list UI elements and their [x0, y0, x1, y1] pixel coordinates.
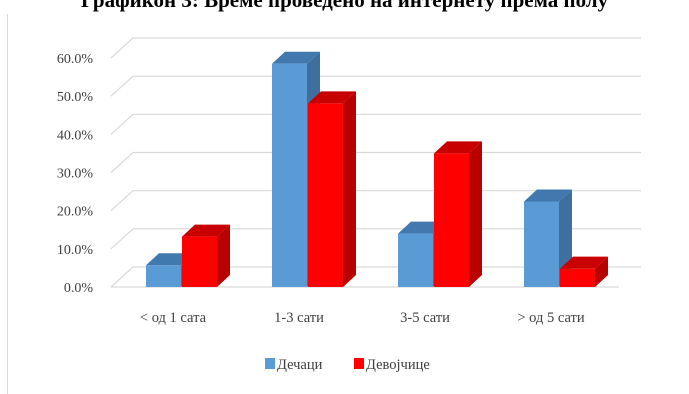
y-tick-label: 0.0%: [64, 281, 94, 296]
bar-Девојчице-< од 1 сата: [182, 224, 230, 287]
x-tick-label: > од 5 сати: [517, 310, 585, 326]
chart-area: [7, 14, 687, 394]
bar-side: [343, 91, 356, 287]
legend-item: Девојчице: [354, 357, 430, 373]
bar-Дечаци-> од 5 сати: [524, 189, 572, 287]
x-tick-label: < од 1 сата: [140, 310, 207, 326]
x-tick-label: 1-3 сати: [274, 310, 324, 326]
bar-top: [308, 91, 356, 104]
bar-top: [560, 256, 608, 269]
bar-top: [182, 224, 230, 237]
bar: [524, 201, 559, 287]
bar-top: [434, 141, 482, 154]
bar: [182, 236, 217, 287]
bar-Девојчице-> од 5 сати: [560, 256, 608, 287]
bar: [434, 153, 469, 287]
legend-label: Дечаци: [277, 357, 323, 373]
bar: [308, 103, 343, 287]
gridline-depth: [110, 75, 134, 97]
legend-swatch: [354, 358, 364, 369]
gridline-depth: [110, 113, 134, 135]
gridline-depth: [110, 228, 134, 250]
bar: [398, 233, 433, 287]
bar: [272, 63, 307, 287]
y-tick-label: 30.0%: [57, 167, 94, 182]
gridline-depth: [110, 37, 134, 59]
gridline-depth: [110, 266, 134, 288]
legend-item: Дечаци: [265, 357, 323, 373]
legend-label: Девојчице: [366, 357, 430, 373]
y-tick-label: 60.0%: [57, 52, 94, 67]
gridline-depth: [110, 152, 134, 173]
y-tick-label: 40.0%: [57, 128, 94, 143]
y-tick-label: 20.0%: [57, 205, 94, 220]
bar-Девојчице-3-5 сати: [434, 141, 482, 287]
bar-top: [524, 189, 572, 202]
y-tick-label: 10.0%: [57, 243, 94, 258]
bar-side: [217, 224, 230, 287]
legend-swatch: [265, 358, 275, 369]
bar-top: [272, 51, 320, 64]
x-tick-label: 3-5 сати: [400, 310, 450, 326]
gridline-depth: [110, 190, 134, 212]
bar-side: [595, 256, 608, 287]
bar: [560, 268, 595, 287]
chart-title: Графикон 3: Време проведено на интернету…: [80, 0, 609, 12]
bar-side: [469, 141, 482, 287]
bar: [146, 265, 181, 287]
bar-Девојчице-1-3 сати: [308, 91, 356, 287]
y-tick-label: 50.0%: [57, 90, 94, 105]
